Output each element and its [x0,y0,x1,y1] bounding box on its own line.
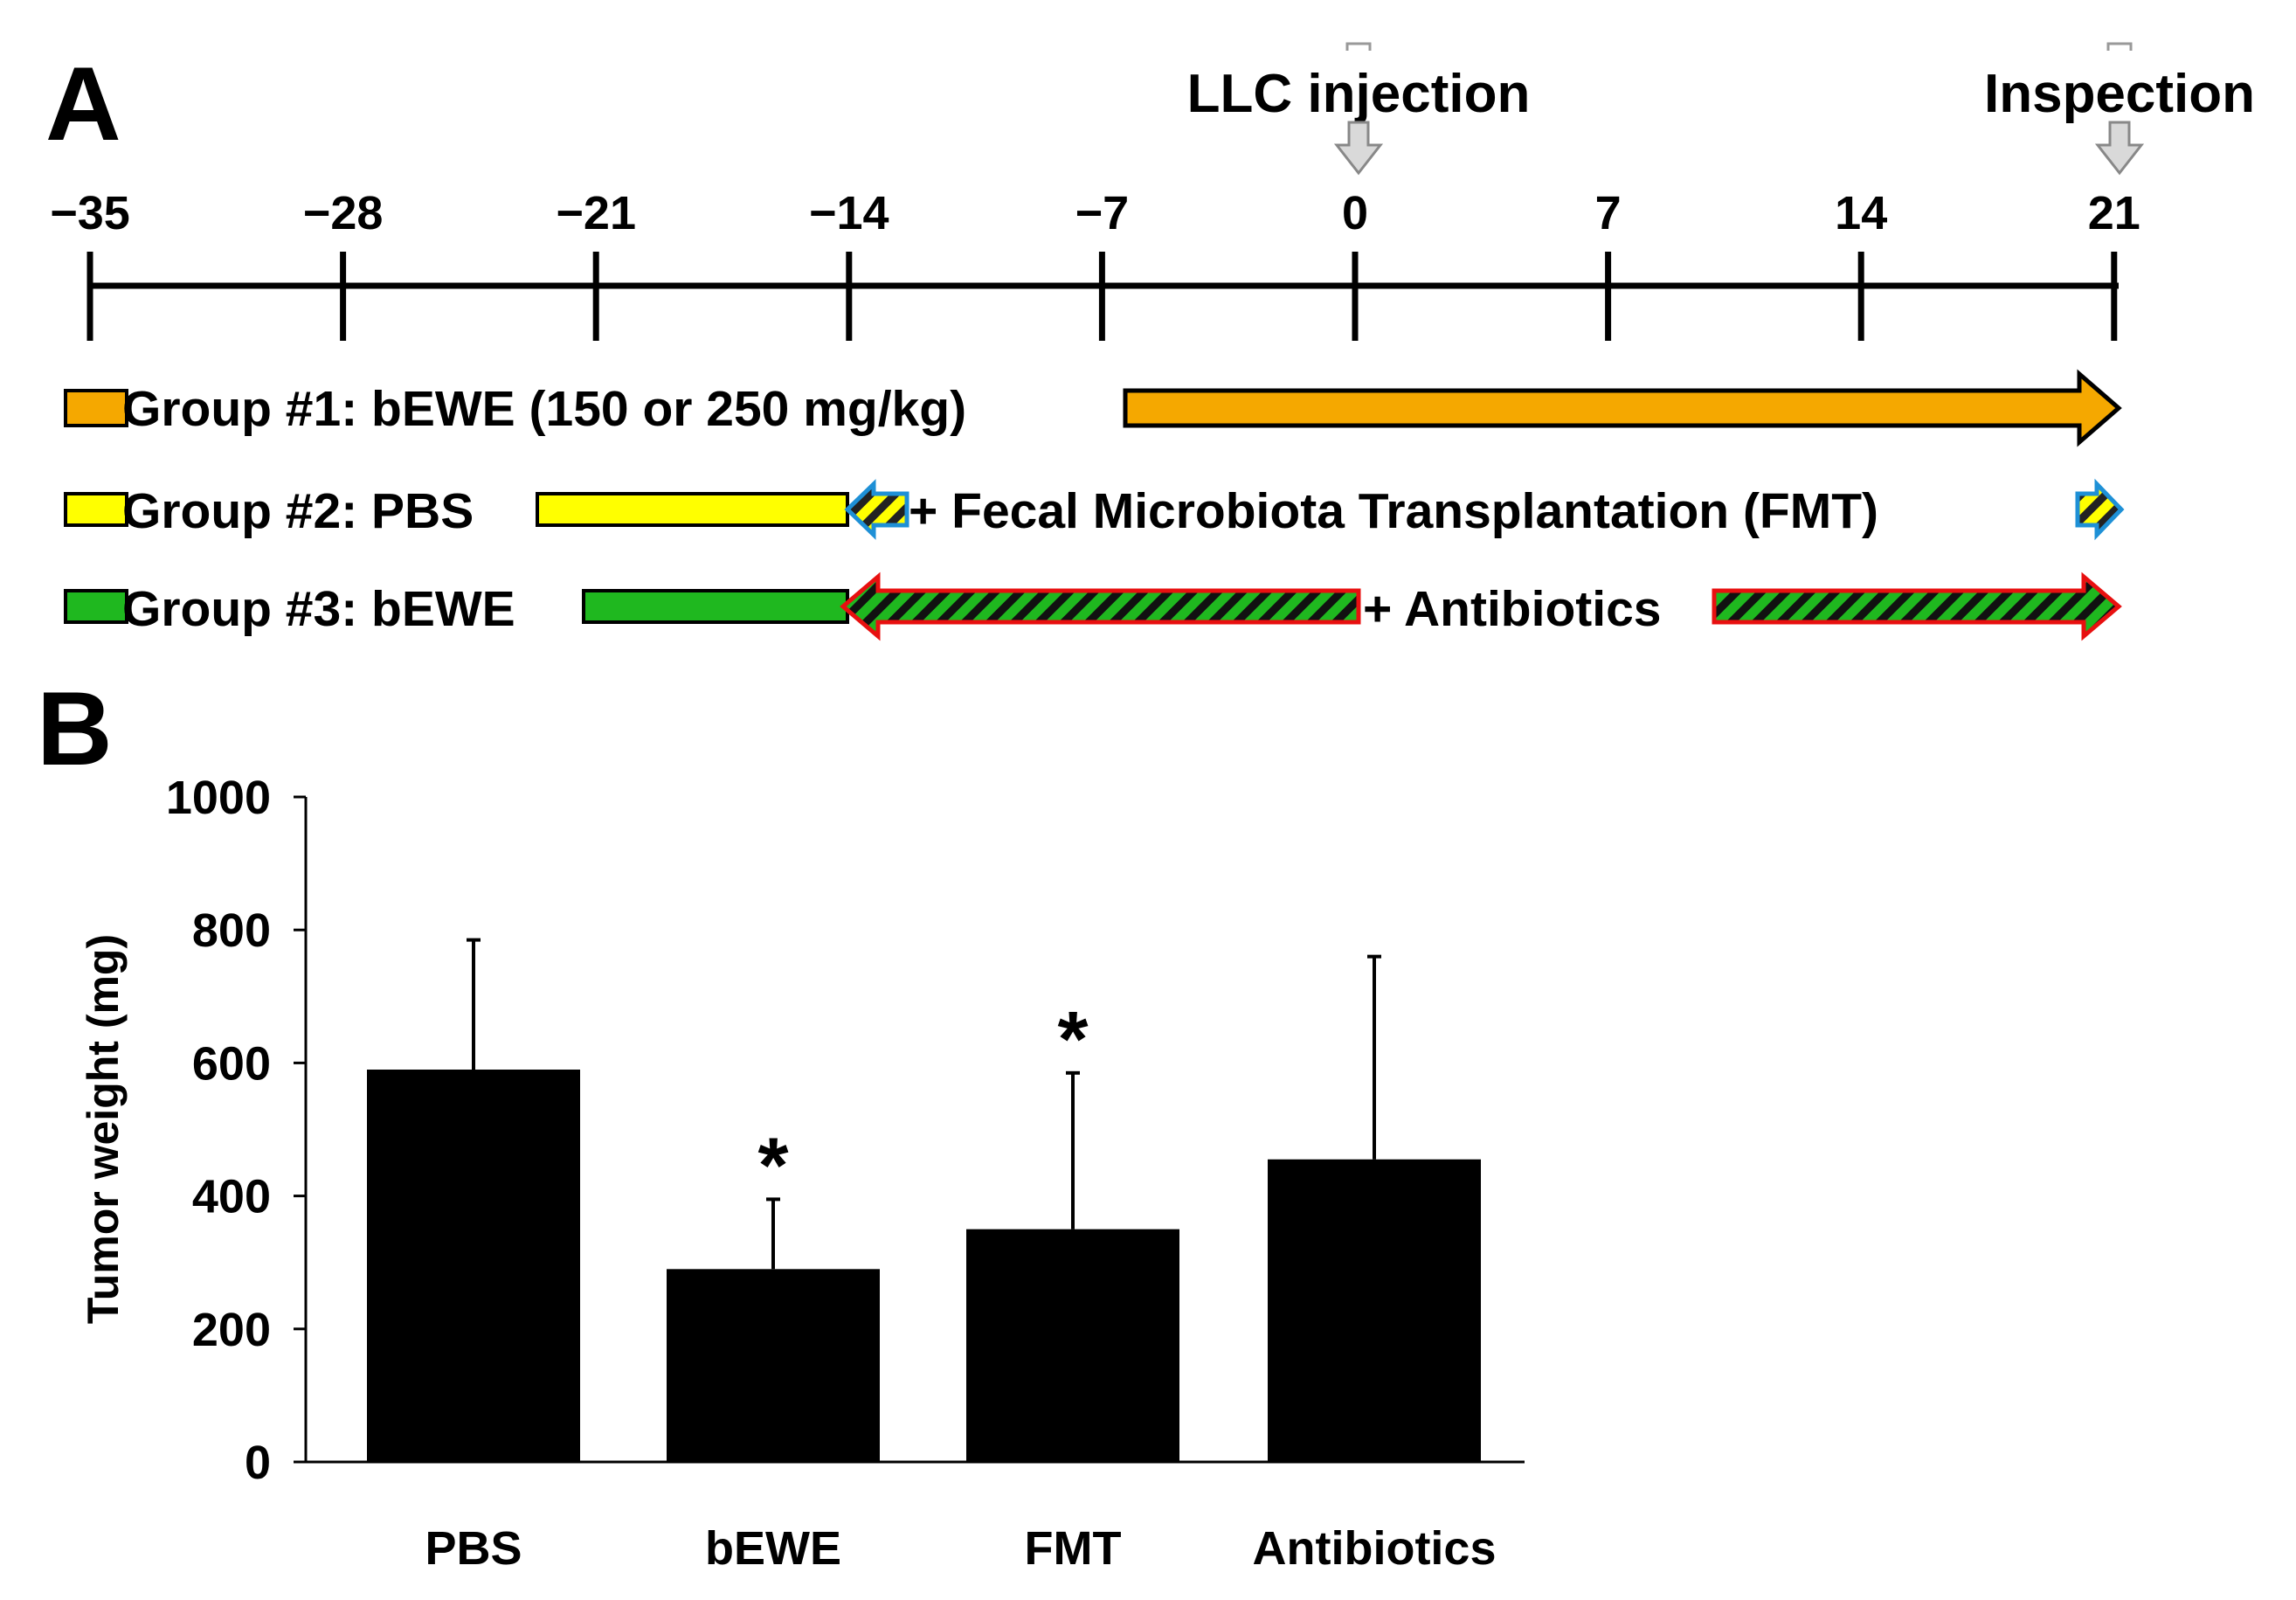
timeline-tick-label: 14 [1835,187,1887,239]
group-2-pbs-bar [536,492,849,527]
timeline-tick-label: 0 [1342,187,1368,239]
y-tick-label: 0 [245,1437,271,1489]
bars: PBS bEWE * FMT * Antibiotics [367,938,1497,1575]
significance-star: * [757,1122,788,1209]
category-label: bEWE [705,1522,841,1575]
bar-pbs [367,1070,580,1462]
group-1-row: Group #1: bEWE (150 or 250 mg/kg) [64,369,2122,447]
llc-injection-arrow-icon [1333,121,1384,176]
timeline-tick-label: −28 [303,187,384,239]
down-arrow-icon [2106,42,2133,51]
bar-antibiotics [1268,1159,1481,1462]
inspection-label: Inspection [1984,64,2255,124]
group-2-fmt-start-arrow [844,479,909,540]
bar-fmt [966,1229,1179,1462]
y-tick-label: 400 [192,1171,271,1223]
group-2-start-bar [64,492,128,527]
group-1-arrow [1123,369,2122,447]
significance-star: * [1057,996,1088,1084]
llc-injection-label: LLC injection [1187,64,1531,124]
group-1-label: Group #1: bEWE (150 or 250 mg/kg) [122,381,966,437]
panel-a: A −35 −28 −21 −14 −7 0 7 14 21 LLC injection Ins… [45,42,2255,641]
timeline-ticks: −35 −28 −21 −14 −7 0 7 14 21 [50,187,2140,341]
timeline-tick-label: −7 [1075,187,1130,239]
y-tick-label: 600 [192,1037,271,1090]
panel-a-label: A [45,45,121,163]
panel-b: B Tumor weight (mg) 0 200 400 600 800 1000 PB… [37,670,1525,1575]
group-3-bewe-bar [582,589,849,624]
group-3-antibiotics-arrow-right [1712,571,2122,641]
y-tick-label: 1000 [166,772,271,824]
bar-bewe [667,1269,880,1462]
timeline-tick-label: −35 [50,187,130,239]
inspection-marker: Inspection [1984,42,2255,176]
timeline-tick-label: −21 [556,187,636,239]
timeline-tick-label: 7 [1595,187,1622,239]
bar-chart: Tumor weight (mg) 0 200 400 600 800 1000 PBS b… [79,772,1525,1575]
group-2-fmt-end-arrow [2075,478,2125,541]
category-label: Antibiotics [1253,1522,1497,1575]
category-label: PBS [425,1522,522,1575]
y-tick-label: 200 [192,1304,271,1356]
panel-b-label: B [37,670,113,787]
timeline-tick-label: 21 [2088,187,2140,239]
inspection-arrow-icon [2094,121,2145,176]
group-2-label: Group #2: PBS [122,483,474,539]
group-3-antibiotics-label: + Antibiotics [1363,581,1662,637]
group-3-row: Group #3: bEWE + Antibiotics [64,571,2122,641]
llc-injection-marker: LLC injection [1187,42,1531,176]
y-axis-label: Tumor weight (mg) [79,934,128,1324]
category-label: FMT [1025,1522,1122,1575]
group-2-fmt-label: + Fecal Microbiota Transplantation (FMT) [909,483,1878,539]
down-arrow-icon [1345,42,1372,51]
group-2-row: Group #2: PBS + Fecal Microbiota Transpl… [64,478,2125,541]
group-3-antibiotics-arrow-left [840,571,1361,641]
timeline-tick-label: −14 [809,187,889,239]
y-ticks: 0 200 400 600 800 1000 [166,772,306,1489]
group-3-start-bar [64,589,128,624]
group-1-start-bar [64,389,128,427]
y-tick-label: 800 [192,904,271,957]
group-3-label: Group #3: bEWE [122,581,515,637]
